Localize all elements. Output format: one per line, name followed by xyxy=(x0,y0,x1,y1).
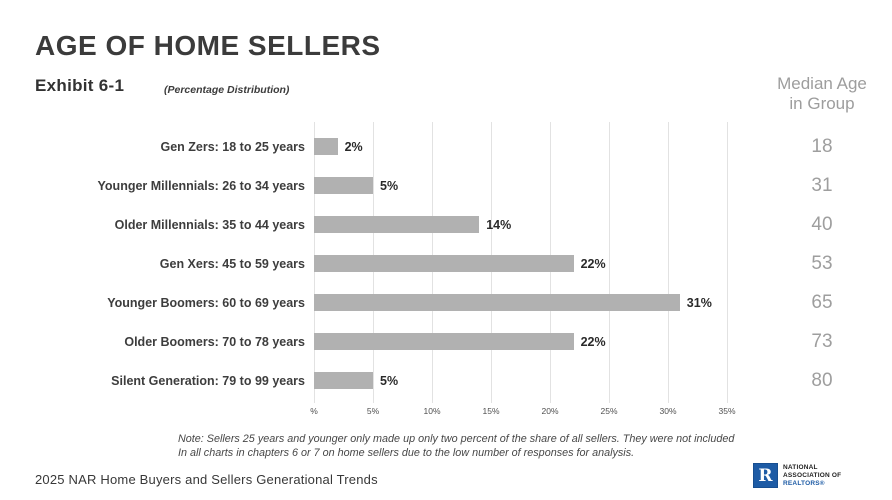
x-tick-label: 25% xyxy=(600,406,618,416)
percentage-distribution-label: (Percentage Distribution) xyxy=(164,84,290,96)
x-tick-label: 15% xyxy=(482,406,500,416)
bar-chart: Gen Zers: 18 to 25 years 2% 18 Younger M… xyxy=(0,127,892,400)
bar xyxy=(314,177,373,194)
x-tick-label: 20% xyxy=(541,406,559,416)
median-header-line2: in Group xyxy=(789,94,855,113)
median-age-value: 40 xyxy=(811,213,833,235)
category-label: Older Millennials: 35 to 44 years xyxy=(114,217,305,232)
chart-row: Older Millennials: 35 to 44 years 14% 40 xyxy=(0,205,892,244)
median-age-value: 80 xyxy=(811,369,833,391)
category-label: Younger Millennials: 26 to 34 years xyxy=(97,178,305,193)
value-label: 2% xyxy=(344,139,363,154)
value-label: 5% xyxy=(380,178,399,193)
bar xyxy=(314,255,574,272)
bar-line: 22% xyxy=(314,322,606,361)
bar xyxy=(314,333,574,350)
source-caption: 2025 NAR Home Buyers and Sellers Generat… xyxy=(35,472,378,487)
bar xyxy=(314,216,480,233)
category-label: Older Boomers: 70 to 78 years xyxy=(124,334,305,349)
value-label: 22% xyxy=(580,334,606,349)
value-label: 31% xyxy=(686,295,712,310)
category-label: Younger Boomers: 60 to 69 years xyxy=(107,295,305,310)
value-label: 5% xyxy=(380,373,399,388)
realtor-r-icon: R xyxy=(753,463,778,488)
gridline xyxy=(727,122,728,403)
footnote-line2: In all charts in chapters 6 or 7 on home… xyxy=(178,446,635,459)
chart-row: Gen Zers: 18 to 25 years 2% 18 xyxy=(0,127,892,166)
bar-line: 31% xyxy=(314,283,712,322)
chart-row: Younger Millennials: 26 to 34 years 5% 3… xyxy=(0,166,892,205)
chart-row: Older Boomers: 70 to 78 years 22% 73 xyxy=(0,322,892,361)
footnote-line1: Note: Sellers 25 years and younger only … xyxy=(178,433,735,445)
gridline xyxy=(609,122,610,403)
bar xyxy=(314,138,338,155)
median-age-value: 31 xyxy=(811,174,833,196)
bar-line: 5% xyxy=(314,361,398,400)
nar-logo-line3: REALTORS® xyxy=(783,479,825,487)
x-tick-label: 35% xyxy=(718,406,736,416)
x-tick-label: 30% xyxy=(659,406,677,416)
chart-row: Younger Boomers: 60 to 69 years 31% 65 xyxy=(0,283,892,322)
median-age-value: 53 xyxy=(811,252,833,274)
bar-line: 14% xyxy=(314,205,511,244)
category-label: Gen Zers: 18 to 25 years xyxy=(160,139,305,154)
x-tick-label: % xyxy=(310,406,318,416)
x-axis: % 5% 10% 15% 20% 25% 30% 35% xyxy=(310,406,735,418)
nar-logo-line2: ASSOCIATION OF xyxy=(783,471,842,479)
exhibit-label: Exhibit 6-1 xyxy=(35,76,125,95)
category-label: Silent Generation: 79 to 99 years xyxy=(111,373,305,388)
page-title: AGE OF HOME SELLERS xyxy=(35,30,381,61)
nar-logo-line1: NATIONAL xyxy=(783,463,818,471)
bar-line: 22% xyxy=(314,244,606,283)
median-age-value: 73 xyxy=(811,330,833,352)
footnote: Note: Sellers 25 years and younger only … xyxy=(178,433,734,460)
nar-logo: R NATIONAL ASSOCIATION OF REALTORS® xyxy=(753,463,841,488)
value-label: 22% xyxy=(580,256,606,271)
value-label: 14% xyxy=(486,217,512,232)
x-tick-label: 10% xyxy=(423,406,441,416)
category-label: Gen Xers: 45 to 59 years xyxy=(159,256,305,271)
median-age-value: 65 xyxy=(811,291,833,313)
x-tick-label: 5% xyxy=(366,406,380,416)
chart-row: Silent Generation: 79 to 99 years 5% 80 xyxy=(0,361,892,400)
bar xyxy=(314,294,680,311)
bar-line: 5% xyxy=(314,166,398,205)
chart-row: Gen Xers: 45 to 59 years 22% 53 xyxy=(0,244,892,283)
nar-logo-text: NATIONAL ASSOCIATION OF REALTORS® xyxy=(783,464,841,488)
gridline xyxy=(668,122,669,403)
median-age-value: 18 xyxy=(811,135,833,157)
median-header-line1: Median Age xyxy=(777,74,867,93)
bar-line: 2% xyxy=(314,127,363,166)
median-age-column-header: Median Age in Group xyxy=(757,74,887,114)
bar xyxy=(314,372,373,389)
